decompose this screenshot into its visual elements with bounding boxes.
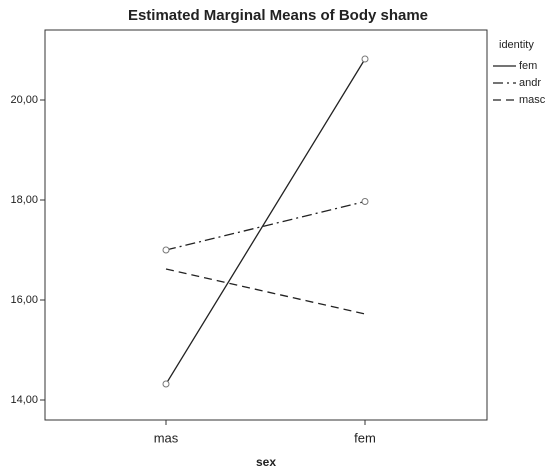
y-tick-label: 14,00 [10,394,38,406]
point-marker [162,246,170,254]
point-marker [361,198,369,205]
y-tick-label: 20,00 [10,94,38,106]
point-marker [162,380,170,388]
x-tick-label: mas [154,430,179,445]
plot-frame [44,29,488,421]
x-axis-title: sex [256,455,276,469]
y-tick-label: 16,00 [10,294,38,306]
chart-title: Estimated Marginal Means of Body shame [128,7,428,24]
point-marker [361,55,369,63]
x-tick-label: fem [354,430,376,445]
series-line [165,58,366,385]
series-line [165,268,366,315]
legend-label: masc [519,94,546,106]
legend-label: andr [519,77,541,89]
legend-label: fem [519,60,537,72]
series-line [165,200,366,251]
legend-title: identity [499,39,534,51]
y-tick-label: 18,00 [10,194,38,206]
